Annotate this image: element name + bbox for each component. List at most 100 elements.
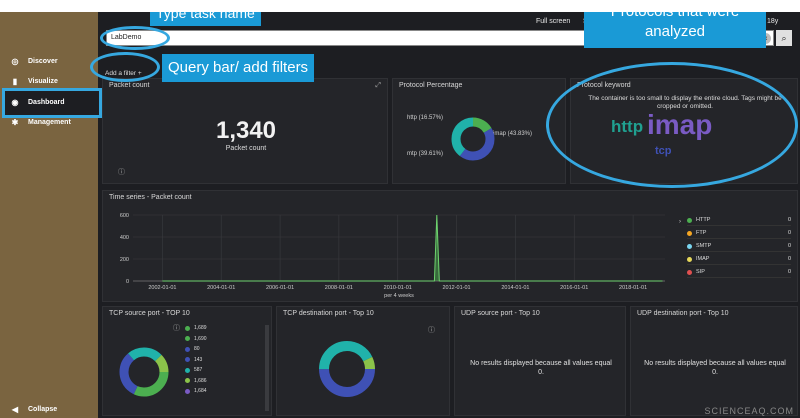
x-tick-label: 2014-01-01: [501, 285, 529, 291]
legend-dot: [185, 325, 190, 331]
no-results-message: No results displayed because all values …: [470, 360, 612, 376]
time-series-legend: › HTTP 0 FTP 0 SMTP 0 IMAP 0 SIP 0: [679, 215, 791, 295]
legend-label: 1,689: [194, 325, 207, 331]
y-tick-label: 0: [126, 279, 129, 285]
tcp-legend-item[interactable]: 1,689: [185, 325, 207, 331]
dashboard-highlight: [2, 88, 102, 118]
legend-label: FTP: [696, 230, 707, 236]
legend-dot: [185, 357, 190, 362]
search-button[interactable]: ⌕: [776, 30, 792, 46]
legend-item-imap[interactable]: IMAP 0: [687, 254, 791, 265]
full-screen-link[interactable]: Full screen: [536, 18, 571, 25]
scrollbar[interactable]: [265, 325, 269, 411]
donut-segment: [319, 341, 375, 397]
callout-query-bar: Query bar/ add filters: [162, 54, 315, 82]
legend-dot: [687, 217, 692, 223]
legend-arrow-icon[interactable]: ›: [679, 219, 681, 225]
donut-slice-1[interactable]: [451, 117, 495, 161]
tcp-legend-item[interactable]: 1,684: [185, 388, 207, 394]
legend-dot: [185, 367, 190, 373]
panel-title: Packet count: [109, 82, 150, 89]
sidebar-item-management[interactable]: ✱ Management: [10, 117, 71, 127]
legend-item-ftp[interactable]: FTP 0: [687, 228, 791, 239]
sidebar-item-visualize[interactable]: ▮ Visualize: [10, 76, 58, 86]
sidebar-item-label: Discover: [28, 57, 58, 65]
sidebar-item-label: Management: [28, 118, 71, 126]
collapse-button[interactable]: ◀ Collapse: [10, 404, 57, 414]
search-icon: ⌕: [781, 33, 787, 43]
legend-label: 80: [194, 346, 200, 352]
time-picker-fragment[interactable]: 18y: [767, 18, 779, 25]
tcp-legend-item[interactable]: 143: [185, 357, 202, 363]
legend-item-http[interactable]: HTTP 0: [687, 215, 791, 226]
sidebar: ◎ Discover ▮ Visualize ◉ Dashboard ✱ Man…: [0, 12, 102, 418]
legend-item-smtp[interactable]: SMTP 0: [687, 241, 791, 252]
collapse-label: Collapse: [28, 405, 58, 413]
keyword-highlight: [546, 62, 798, 188]
donut-segment: [119, 347, 169, 397]
tcp-source-panel: TCP source port - TOP 10 ⓘ 1,689 1,690 80 1…: [102, 306, 272, 416]
packet-count-panel: Packet count ⤢ 1,340 Packet count ⓘ: [102, 78, 388, 184]
legend-label: 1,690: [194, 335, 207, 342]
pie-label-http: http (16.57%): [407, 115, 444, 121]
time-series-chart: 600 400 200 0 2002-01-01 2004-01-01 2006-01-01…: [120, 213, 665, 299]
legend-label: 1,686: [194, 377, 207, 384]
dashboard-icon: ◉: [11, 97, 19, 107]
kibana-window: ◎ Discover ▮ Visualize ◉ Dashboard ✱ Man…: [0, 12, 800, 418]
legend-dot: [185, 336, 190, 341]
panel-title: TCP source port - TOP 10: [109, 310, 190, 317]
tcp-legend-item[interactable]: 1,686: [185, 378, 207, 384]
series-area-0: [162, 215, 663, 281]
panel-title: UDP source port - Top 10: [461, 310, 540, 317]
y-tick-label: 200: [120, 257, 129, 263]
legend-value: 0: [787, 269, 791, 275]
y-tick-label: 600: [120, 213, 129, 219]
legend-item-sip[interactable]: SIP 0: [687, 267, 791, 278]
x-tick-label: 2004-01-01: [207, 285, 235, 291]
info-icon[interactable]: ⓘ: [173, 325, 180, 332]
x-tick-label: 2006-01-01: [266, 285, 294, 291]
donut-segment: [119, 347, 169, 397]
no-results-message: No results displayed because all values …: [644, 360, 786, 376]
info-icon[interactable]: ⓘ: [118, 169, 125, 176]
tcp-source-legend: 1,689 1,690 80 143 587 1,686 1,684: [179, 325, 265, 415]
main-area: Full screen Sh 18y LabDemo × ⌕ Add a fil…: [90, 12, 800, 418]
tcp-dest-donut: [319, 341, 375, 397]
legend-label: 587: [194, 367, 203, 373]
panel-title: UDP destination port - Top 10: [637, 310, 729, 317]
sidebar-item-dashboard[interactable]: ◉ Dashboard: [10, 97, 65, 107]
packet-count-label: Packet count: [225, 145, 267, 152]
time-series-panel: Time series - Packet count 600 400 200 0 200…: [102, 190, 798, 302]
donut-segment: [319, 341, 375, 397]
panel-title: Time series - Packet count: [109, 194, 192, 201]
packet-count-value: 1,340: [215, 117, 277, 144]
legend-value: 0: [787, 217, 791, 223]
tcp-legend-item[interactable]: 1,690: [185, 336, 207, 342]
pie-label-imap: imap (43.83%): [493, 131, 533, 137]
legend-label: IMAP: [696, 256, 710, 262]
expand-icon[interactable]: ⤢: [375, 82, 381, 89]
tcp-dest-panel: TCP destination port - Top 10 ⓘ: [276, 306, 450, 416]
donut-segment: [119, 347, 169, 397]
callout-protocols: Protocols that were analyzed: [584, 12, 766, 48]
tcp-legend-item[interactable]: 80: [185, 346, 200, 352]
legend-dot: [687, 230, 692, 236]
legend-value: 0: [787, 256, 791, 262]
x-tick-label: 2008-01-01: [325, 285, 353, 291]
filter-highlight: [90, 52, 160, 82]
series-line-0[interactable]: [162, 214, 663, 282]
donut-slice-2[interactable]: [451, 117, 495, 161]
legend-label: 143: [194, 356, 203, 363]
info-icon[interactable]: ⓘ: [428, 327, 435, 334]
collapse-icon: ◀: [11, 404, 19, 414]
pie-label-mtp: mtp (39.61%): [407, 151, 444, 157]
x-tick-label: 2002-01-01: [148, 285, 176, 291]
x-axis-label: per 4 weeks: [384, 293, 414, 299]
legend-dot: [687, 243, 692, 249]
watermark: SCIENCEAQ.COM: [704, 406, 794, 416]
legend-dot: [185, 388, 190, 394]
tcp-legend-item[interactable]: 587: [185, 367, 202, 373]
sidebar-item-discover[interactable]: ◎ Discover: [10, 56, 58, 66]
legend-dot: [185, 346, 190, 352]
search-highlight: [100, 26, 170, 50]
